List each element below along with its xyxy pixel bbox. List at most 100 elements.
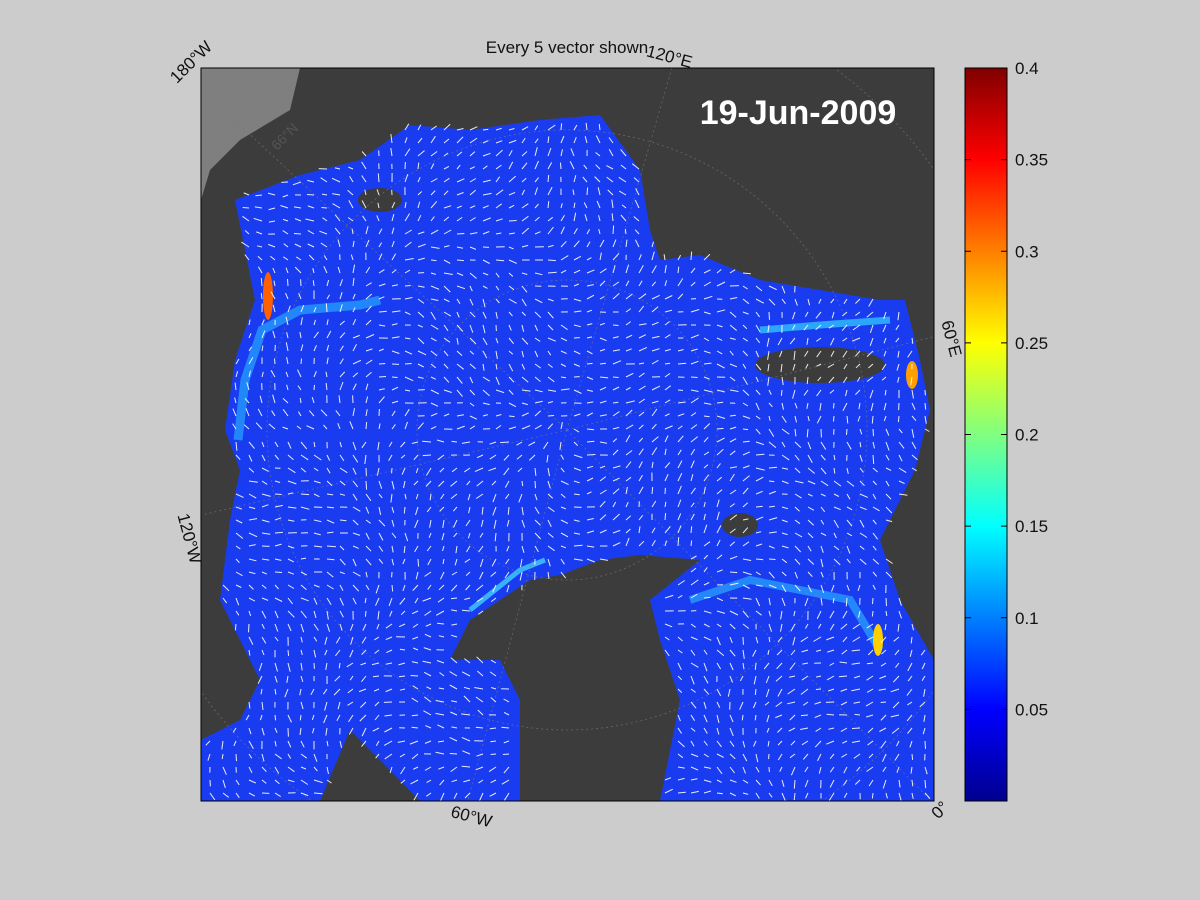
drift-vector bbox=[352, 334, 360, 339]
drift-vector bbox=[422, 660, 432, 664]
drift-vector bbox=[677, 472, 683, 482]
drift-vector bbox=[475, 584, 484, 591]
drift-vector bbox=[859, 480, 865, 487]
drift-vector bbox=[298, 292, 302, 300]
drift-vector bbox=[261, 649, 265, 656]
drift-vector bbox=[391, 376, 398, 378]
drift-vector bbox=[807, 493, 813, 497]
drift-vector bbox=[800, 727, 809, 730]
drift-vector bbox=[469, 337, 477, 345]
drift-vector bbox=[767, 740, 770, 747]
drift-vector bbox=[690, 790, 699, 794]
drift-vector bbox=[466, 480, 471, 486]
drift-vector bbox=[891, 727, 900, 734]
drift-vector bbox=[768, 402, 773, 408]
drift-vector bbox=[612, 239, 617, 248]
drift-vector bbox=[339, 623, 343, 631]
drift-vector bbox=[716, 427, 724, 430]
drift-vector bbox=[417, 422, 424, 430]
drift-vector bbox=[766, 714, 770, 723]
drift-vector bbox=[805, 363, 809, 369]
drift-vector bbox=[651, 447, 658, 456]
drift-vector bbox=[261, 454, 266, 462]
drift-vector bbox=[892, 701, 900, 709]
drift-vector bbox=[261, 371, 264, 378]
drift-vector bbox=[921, 675, 926, 681]
drift-vector bbox=[595, 135, 601, 144]
drift-vector bbox=[842, 779, 848, 786]
drift-vector bbox=[586, 376, 594, 380]
drift-vector bbox=[716, 753, 724, 758]
drift-vector bbox=[404, 148, 411, 157]
drift-vector bbox=[326, 740, 329, 747]
drift-vector bbox=[490, 779, 497, 784]
drift-vector bbox=[753, 740, 757, 747]
drift-vector bbox=[664, 473, 669, 482]
drift-vector bbox=[451, 623, 458, 626]
drift-vector bbox=[326, 467, 331, 474]
drift-vector bbox=[793, 610, 796, 617]
drift-vector bbox=[767, 376, 770, 386]
drift-vector bbox=[729, 473, 735, 482]
drift-vector bbox=[866, 766, 874, 772]
drift-vector bbox=[755, 441, 764, 446]
drift-vector bbox=[742, 451, 751, 456]
drift-vector bbox=[430, 337, 437, 342]
drift-vector bbox=[620, 214, 627, 222]
drift-vector bbox=[300, 317, 303, 326]
drift-vector bbox=[391, 213, 395, 222]
drift-vector bbox=[729, 675, 733, 683]
drift-vector bbox=[417, 162, 420, 170]
drift-vector bbox=[466, 545, 471, 553]
drift-vector bbox=[435, 712, 445, 716]
drift-vector bbox=[807, 506, 815, 511]
drift-vector bbox=[573, 363, 580, 367]
drift-vector bbox=[830, 350, 835, 357]
drift-vector bbox=[625, 372, 634, 378]
drift-vector bbox=[261, 345, 264, 352]
drift-vector bbox=[412, 623, 419, 628]
drift-vector bbox=[595, 164, 601, 170]
drift-vector bbox=[235, 597, 240, 606]
drift-vector bbox=[716, 554, 723, 560]
drift-vector bbox=[430, 178, 438, 183]
drift-vector bbox=[560, 162, 562, 170]
drift-vector bbox=[612, 252, 620, 261]
drift-vector bbox=[703, 295, 713, 300]
drift-vector bbox=[246, 382, 250, 391]
drift-vector bbox=[703, 610, 712, 614]
drift-vector bbox=[742, 272, 751, 275]
drift-vector bbox=[842, 337, 848, 342]
drift-vector bbox=[403, 545, 406, 553]
drift-vector bbox=[677, 362, 687, 365]
drift-vector bbox=[475, 493, 484, 499]
drift-vector bbox=[573, 480, 580, 484]
drift-vector bbox=[792, 389, 796, 399]
drift-vector bbox=[882, 766, 887, 772]
drift-vector bbox=[313, 480, 321, 484]
drift-vector bbox=[767, 350, 770, 360]
drift-vector bbox=[534, 337, 541, 342]
drift-vector bbox=[417, 201, 421, 209]
drift-vector bbox=[911, 428, 915, 438]
drift-vector bbox=[814, 740, 822, 748]
drift-vector bbox=[690, 424, 698, 430]
drift-vector bbox=[324, 701, 328, 711]
drift-vector bbox=[866, 636, 874, 641]
drift-vector bbox=[625, 476, 632, 482]
drift-vector bbox=[282, 218, 289, 222]
drift-vector bbox=[456, 311, 460, 318]
drift-vector bbox=[729, 389, 739, 392]
drift-vector bbox=[638, 323, 647, 326]
drift-vector bbox=[300, 753, 308, 759]
drift-vector bbox=[586, 294, 595, 300]
drift-vector bbox=[768, 285, 777, 291]
drift-vector bbox=[521, 363, 526, 370]
drift-vector bbox=[449, 684, 458, 690]
drift-vector bbox=[482, 298, 486, 308]
drift-vector bbox=[287, 480, 297, 485]
drift-vector bbox=[248, 584, 254, 590]
drift-vector bbox=[690, 502, 695, 508]
drift-vector bbox=[866, 311, 874, 318]
drift-vector bbox=[430, 324, 439, 330]
